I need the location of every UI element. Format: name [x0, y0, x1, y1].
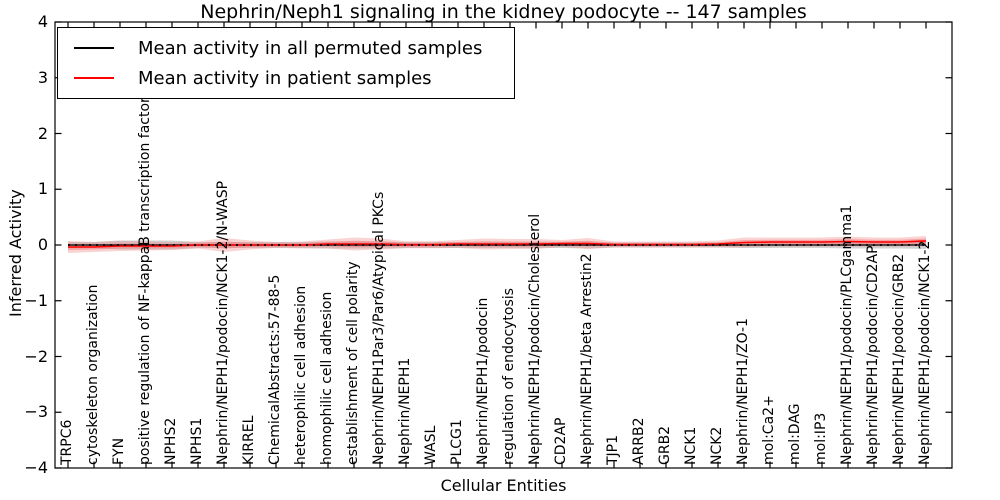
- y-tick-label: −4: [24, 458, 48, 477]
- y-tick-label: −2: [24, 346, 48, 366]
- y-tick-label: −3: [24, 402, 48, 422]
- x-tick-label: Nephrin/NEPH1/podocin/GRB2: [891, 253, 907, 465]
- patient-mean-line: [68, 240, 927, 248]
- x-tick-label: homophilic cell adhesion: [319, 291, 335, 465]
- x-axis-label: Cellular Entities: [440, 476, 567, 495]
- x-tick-label: ARRB2: [631, 417, 647, 465]
- legend-label: Mean activity in patient samples: [138, 67, 432, 89]
- y-tick-label: 3: [37, 67, 48, 87]
- x-tick-label: NCK2: [709, 426, 725, 465]
- x-tick-label: KIRREL: [241, 415, 257, 465]
- x-tick-label: TRPC6: [59, 419, 75, 465]
- y-tick-label: 1: [37, 179, 48, 199]
- x-tick-label: establishment of cell polarity: [345, 261, 361, 465]
- y-tick-label: 2: [37, 123, 48, 143]
- x-tick-label: NPHS1: [189, 417, 205, 465]
- x-tick-label: GRB2: [657, 425, 673, 465]
- x-tick-label: FYN: [111, 437, 127, 465]
- x-tick-label: Nephrin/NEPH1/beta Arrestin2: [579, 253, 595, 465]
- x-tick-label: ChemicalAbstracts:57-88-5: [267, 274, 283, 465]
- x-tick-label: cytoskeleton organization: [85, 284, 101, 465]
- x-tick-label: Nephrin/NEPH1/podocin/NCK1-2: [917, 240, 933, 465]
- legend: Mean activity in all permuted samples Mea…: [57, 27, 515, 99]
- y-tick-label: −1: [24, 290, 48, 310]
- y-tick-label: 4: [37, 12, 48, 31]
- x-tick-label: positive regulation of NF-kappaB transcr…: [137, 84, 153, 465]
- x-tick-label: heterophilic cell adhesion: [293, 285, 309, 465]
- x-tick-label: Nephrin/NEPH1Par3/Par6/Atypical PKCs: [371, 191, 387, 465]
- x-tick-label: regulation of endocytosis: [501, 288, 517, 465]
- legend-line-sample: [74, 47, 114, 49]
- x-tick-label: CD2AP: [553, 417, 569, 465]
- x-tick-label: Nephrin/NEPH1/podocin/NCK1-2/N-WASP: [215, 180, 231, 465]
- chart-title: Nephrin/Neph1 signaling in the kidney po…: [200, 1, 807, 23]
- legend-line-sample: [74, 77, 114, 79]
- legend-entry: Mean activity in all permuted samples: [58, 33, 514, 63]
- x-tick-label: WASL: [423, 425, 439, 465]
- x-tick-label: mol:Ca2+: [761, 395, 777, 465]
- legend-entry: Mean activity in patient samples: [58, 63, 514, 93]
- x-tick-label: Nephrin/NEPH1: [397, 357, 413, 465]
- x-tick-label: NCK1: [683, 426, 699, 465]
- x-tick-label: mol:DAG: [787, 403, 803, 465]
- x-tick-label: Nephrin/NEPH1/podocin/PLCgamma1: [839, 204, 855, 465]
- x-tick-label: mol:IP3: [813, 412, 829, 465]
- x-tick-label: Nephrin/NEPH1/podocin/Cholesterol: [527, 213, 543, 465]
- x-tick-label: NPHS2: [163, 417, 179, 465]
- x-tick-label: Nephrin/NEPH1/ZO-1: [735, 318, 751, 465]
- x-tick-label: PLCG1: [449, 419, 465, 465]
- legend-label: Mean activity in all permuted samples: [138, 37, 483, 59]
- x-tick-label: Nephrin/NEPH1/podocin: [475, 297, 491, 465]
- y-tick-label: 0: [37, 235, 48, 254]
- y-axis-label: Inferred Activity: [6, 189, 25, 317]
- x-tick-label: Nephrin/NEPH1/podocin/CD2AP: [865, 245, 881, 465]
- x-tick-label: TJP1: [605, 434, 621, 465]
